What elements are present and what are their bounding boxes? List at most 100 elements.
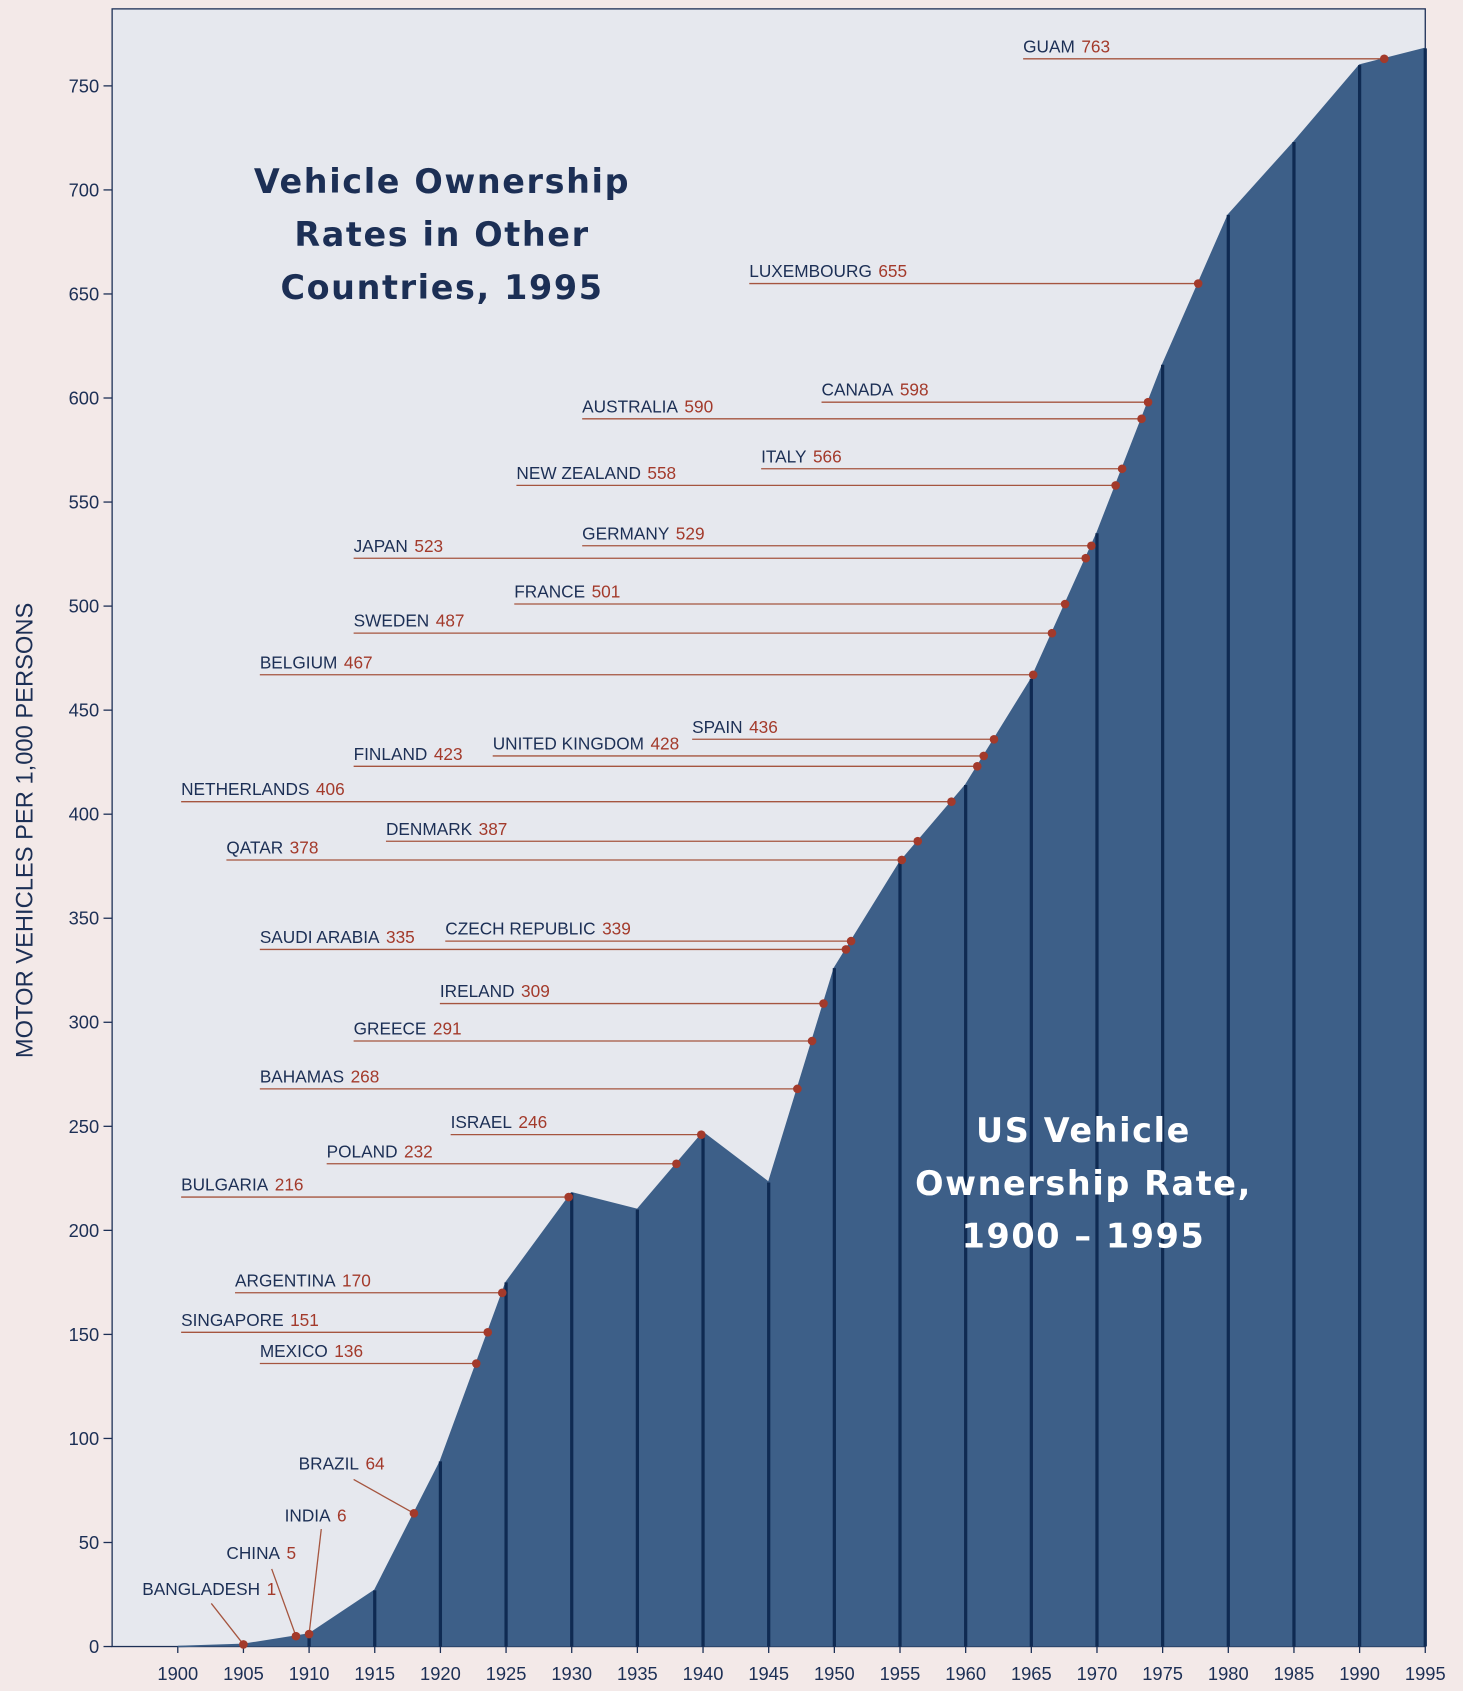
country-name: BANGLADESH: [142, 1579, 260, 1599]
country-value: 523: [414, 536, 443, 556]
country-dot: [1111, 481, 1120, 490]
country-dot: [483, 1328, 492, 1337]
chart-title: Vehicle Ownership Rates in Other Countri…: [237, 157, 647, 315]
y-tick-label: 700: [69, 179, 100, 200]
country-name: FINLAND: [354, 744, 428, 764]
country-dot: [842, 945, 851, 954]
x-tick-label: 1965: [1011, 1663, 1052, 1684]
country-dot: [697, 1130, 706, 1139]
country-label: SPAIN436: [692, 717, 778, 737]
country-dot: [305, 1630, 314, 1639]
country-name: IRELAND: [440, 981, 515, 1001]
x-tick-label: 1905: [223, 1663, 264, 1684]
y-tick-label: 50: [79, 1532, 99, 1553]
country-label: FRANCE501: [514, 582, 620, 602]
country-name: DENMARK: [386, 819, 473, 839]
country-label: MEXICO 136: [260, 1341, 363, 1361]
x-tick-label: 1955: [880, 1663, 921, 1684]
y-tick-label: 400: [69, 804, 100, 825]
x-tick-label: 1940: [683, 1663, 724, 1684]
country-label: POLAND232: [327, 1141, 433, 1161]
country-label: IRELAND 309: [440, 981, 550, 1001]
country-dot: [1380, 55, 1389, 64]
country-value: 6: [337, 1505, 347, 1525]
country-dot: [472, 1359, 481, 1368]
country-dot: [410, 1509, 419, 1518]
country-value: 246: [518, 1112, 547, 1132]
country-name: MEXICO: [260, 1341, 328, 1361]
x-tick-label: 1990: [1339, 1663, 1380, 1684]
country-label: GERMANY529: [582, 523, 704, 543]
country-value: 291: [433, 1019, 462, 1039]
country-value: 501: [592, 582, 621, 602]
country-dot: [947, 797, 956, 806]
y-tick-label: 100: [69, 1428, 100, 1449]
x-tick-label: 1945: [748, 1663, 789, 1684]
country-value: 216: [275, 1175, 304, 1195]
y-tick-label: 550: [69, 492, 100, 513]
country-name: ARGENTINA: [235, 1270, 336, 1290]
country-value: 268: [351, 1066, 380, 1086]
country-name: BULGARIA: [181, 1175, 269, 1195]
country-value: 428: [650, 733, 679, 753]
country-value: 558: [647, 463, 676, 483]
country-name: ISRAEL: [451, 1112, 513, 1132]
country-dot: [808, 1037, 817, 1046]
country-dot: [1194, 279, 1203, 288]
country-dot: [1061, 600, 1070, 609]
country-value: 598: [900, 380, 929, 400]
title-wrap: Vehicle Ownership Rates in Other Countri…: [237, 157, 647, 329]
country-name: GREECE: [354, 1019, 427, 1039]
country-label: BULGARIA 216: [181, 1175, 303, 1195]
x-tick-label: 1915: [354, 1663, 395, 1684]
country-value: 387: [479, 819, 508, 839]
annotation-wrap: US Vehicle Ownership Rate, 1900 – 1995: [895, 1105, 1272, 1277]
country-name: CANADA: [822, 380, 894, 400]
country-dot: [913, 837, 922, 846]
y-tick-label: 500: [69, 596, 100, 617]
country-value: 170: [342, 1270, 371, 1290]
country-name: SPAIN: [692, 717, 742, 737]
country-value: 423: [434, 744, 463, 764]
country-value: 309: [521, 981, 550, 1001]
y-tick-label: 300: [69, 1012, 100, 1033]
country-dot: [672, 1159, 681, 1168]
country-value: 487: [436, 611, 465, 631]
country-value: 566: [813, 446, 842, 466]
country-value: 590: [684, 396, 713, 416]
country-value: 529: [676, 523, 705, 543]
y-axis-label: MOTOR VEHICLES PER 1,000 PERSONS: [12, 603, 38, 1058]
x-tick-label: 1980: [1208, 1663, 1249, 1684]
country-value: 151: [290, 1310, 319, 1330]
country-value: 763: [1081, 36, 1110, 56]
country-label: QATAR378: [226, 837, 318, 857]
x-tick-label: 1930: [551, 1663, 592, 1684]
country-dot: [847, 937, 856, 946]
country-value: 64: [365, 1454, 385, 1474]
country-dot: [564, 1193, 573, 1202]
country-value: 232: [404, 1141, 433, 1161]
y-tick-label: 150: [69, 1324, 100, 1345]
country-dot: [498, 1288, 507, 1297]
country-label: GUAM 763: [1023, 36, 1110, 56]
country-value: 136: [334, 1341, 363, 1361]
country-dot: [1118, 464, 1127, 473]
country-name: INDIA: [285, 1505, 331, 1525]
country-dot: [1029, 670, 1038, 679]
country-name: NETHERLANDS: [181, 779, 309, 799]
country-dot: [973, 762, 982, 771]
country-label: FINLAND 423: [354, 744, 463, 764]
country-name: BAHAMAS: [260, 1066, 344, 1086]
x-tick-label: 1970: [1077, 1663, 1118, 1684]
country-label: ARGENTINA 170: [235, 1270, 371, 1290]
country-name: GUAM: [1023, 36, 1075, 56]
